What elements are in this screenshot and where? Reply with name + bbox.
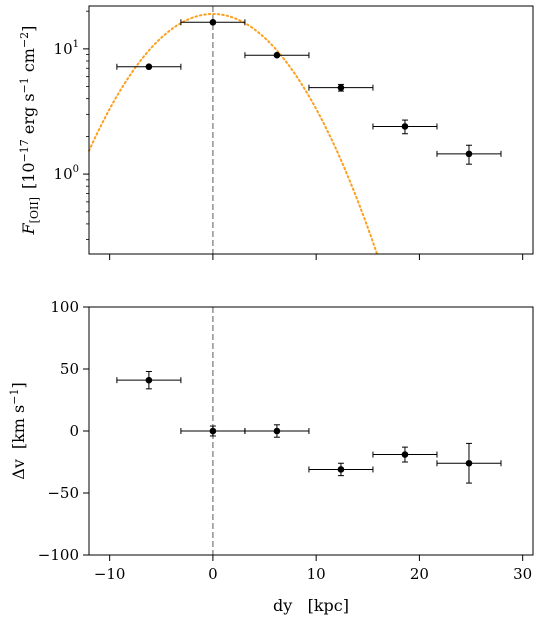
top-plot-frame [88, 5, 534, 255]
bottom-data-point-0 [116, 370, 182, 390]
top-marker [465, 150, 473, 158]
bottom-data-point-5 [436, 442, 502, 484]
bottom-marker [145, 376, 153, 384]
bottom-data-point-3 [308, 462, 374, 477]
top-y-axis-label: F[OII][10−17 erg s−1 cm−2] [18, 26, 41, 236]
bottom-marker [401, 451, 409, 458]
top-marker [273, 51, 281, 59]
bottom-x-tick-label: 30 [513, 565, 532, 583]
bottom-x-tick-label: 0 [208, 565, 218, 583]
bottom-y-tick-label: 0 [69, 422, 79, 440]
top-panel: 100 101 F[OII][10−17 erg s−1 cm−2] [18, 5, 534, 260]
top-marker [401, 123, 409, 130]
top-data-point-3 [308, 83, 374, 92]
top-data-point-2 [244, 51, 310, 59]
top-data-point-1 [180, 19, 246, 26]
bottom-data-point-1 [180, 425, 246, 437]
top-marker [209, 19, 217, 26]
x-axis-label: dy [kpc] [273, 596, 349, 615]
top-marker [145, 63, 153, 71]
top-data-point-0 [116, 63, 182, 71]
top-data-point-5 [436, 144, 502, 165]
bottom-y-tick-label: −100 [38, 546, 79, 564]
bottom-marker [465, 459, 473, 467]
bottom-x-tick-label: −10 [94, 565, 126, 583]
bottom-plot-frame [88, 306, 534, 556]
bottom-marker [273, 427, 281, 435]
top-y-tick-label: 100 [54, 164, 79, 183]
bottom-marker [337, 466, 345, 473]
top-marker [337, 84, 345, 91]
bottom-data-point-2 [244, 424, 310, 438]
bottom-y-tick-label: −50 [47, 484, 79, 502]
bottom-x-tick-label: 20 [410, 565, 429, 583]
bottom-data-point-4 [372, 446, 438, 463]
bottom-x-tick-label: 10 [307, 565, 326, 583]
bottom-y-tick-label: 100 [50, 298, 79, 316]
bottom-marker [209, 427, 217, 435]
top-gaussian-model-curve [88, 12, 378, 255]
bottom-y-tick-label: 50 [60, 360, 79, 378]
top-data-point-4 [372, 119, 438, 135]
top-y-tick-label: 101 [54, 39, 79, 58]
bottom-y-axis-label: Δv[km s−1] [8, 382, 28, 479]
